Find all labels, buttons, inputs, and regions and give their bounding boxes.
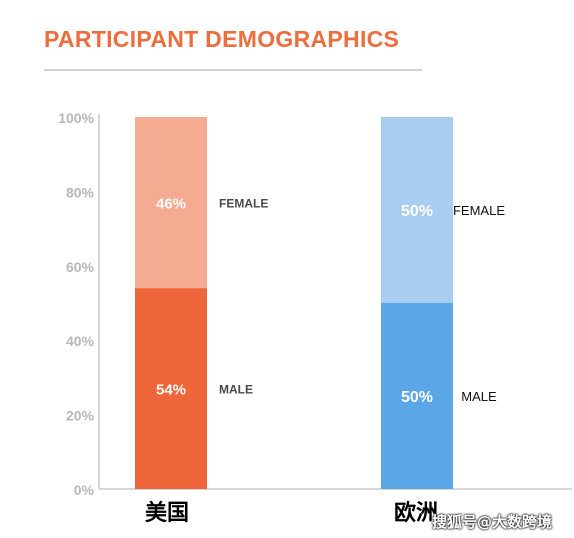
bar-segment-female (135, 117, 207, 289)
data-label: 50% (401, 203, 433, 220)
title-divider (44, 69, 422, 71)
bar-segment-female (381, 117, 453, 303)
series-label-male: MALE (219, 383, 253, 397)
series-label-female: FEMALE (219, 197, 268, 211)
chart-title: PARTICIPANT DEMOGRAPHICS (44, 26, 400, 52)
watermark: 搜狐号@大数跨境 (432, 513, 553, 531)
data-label: 50% (401, 389, 433, 406)
y-tick-label: 60% (66, 259, 95, 275)
y-tick-label: 0% (74, 482, 95, 498)
series-label-female: FEMALE (453, 203, 505, 218)
category-label: 欧洲 (394, 500, 438, 526)
bar-segment-male (135, 288, 207, 489)
series-label-male: MALE (461, 389, 497, 404)
data-label: 54% (156, 382, 186, 399)
y-tick-label: 100% (58, 110, 94, 126)
bar-segment-male (381, 303, 453, 489)
y-tick-label: 80% (66, 184, 95, 200)
y-tick-label: 40% (66, 333, 95, 349)
y-tick-label: 20% (66, 408, 95, 424)
data-label: 46% (156, 196, 186, 213)
category-label: 美国 (145, 500, 189, 526)
